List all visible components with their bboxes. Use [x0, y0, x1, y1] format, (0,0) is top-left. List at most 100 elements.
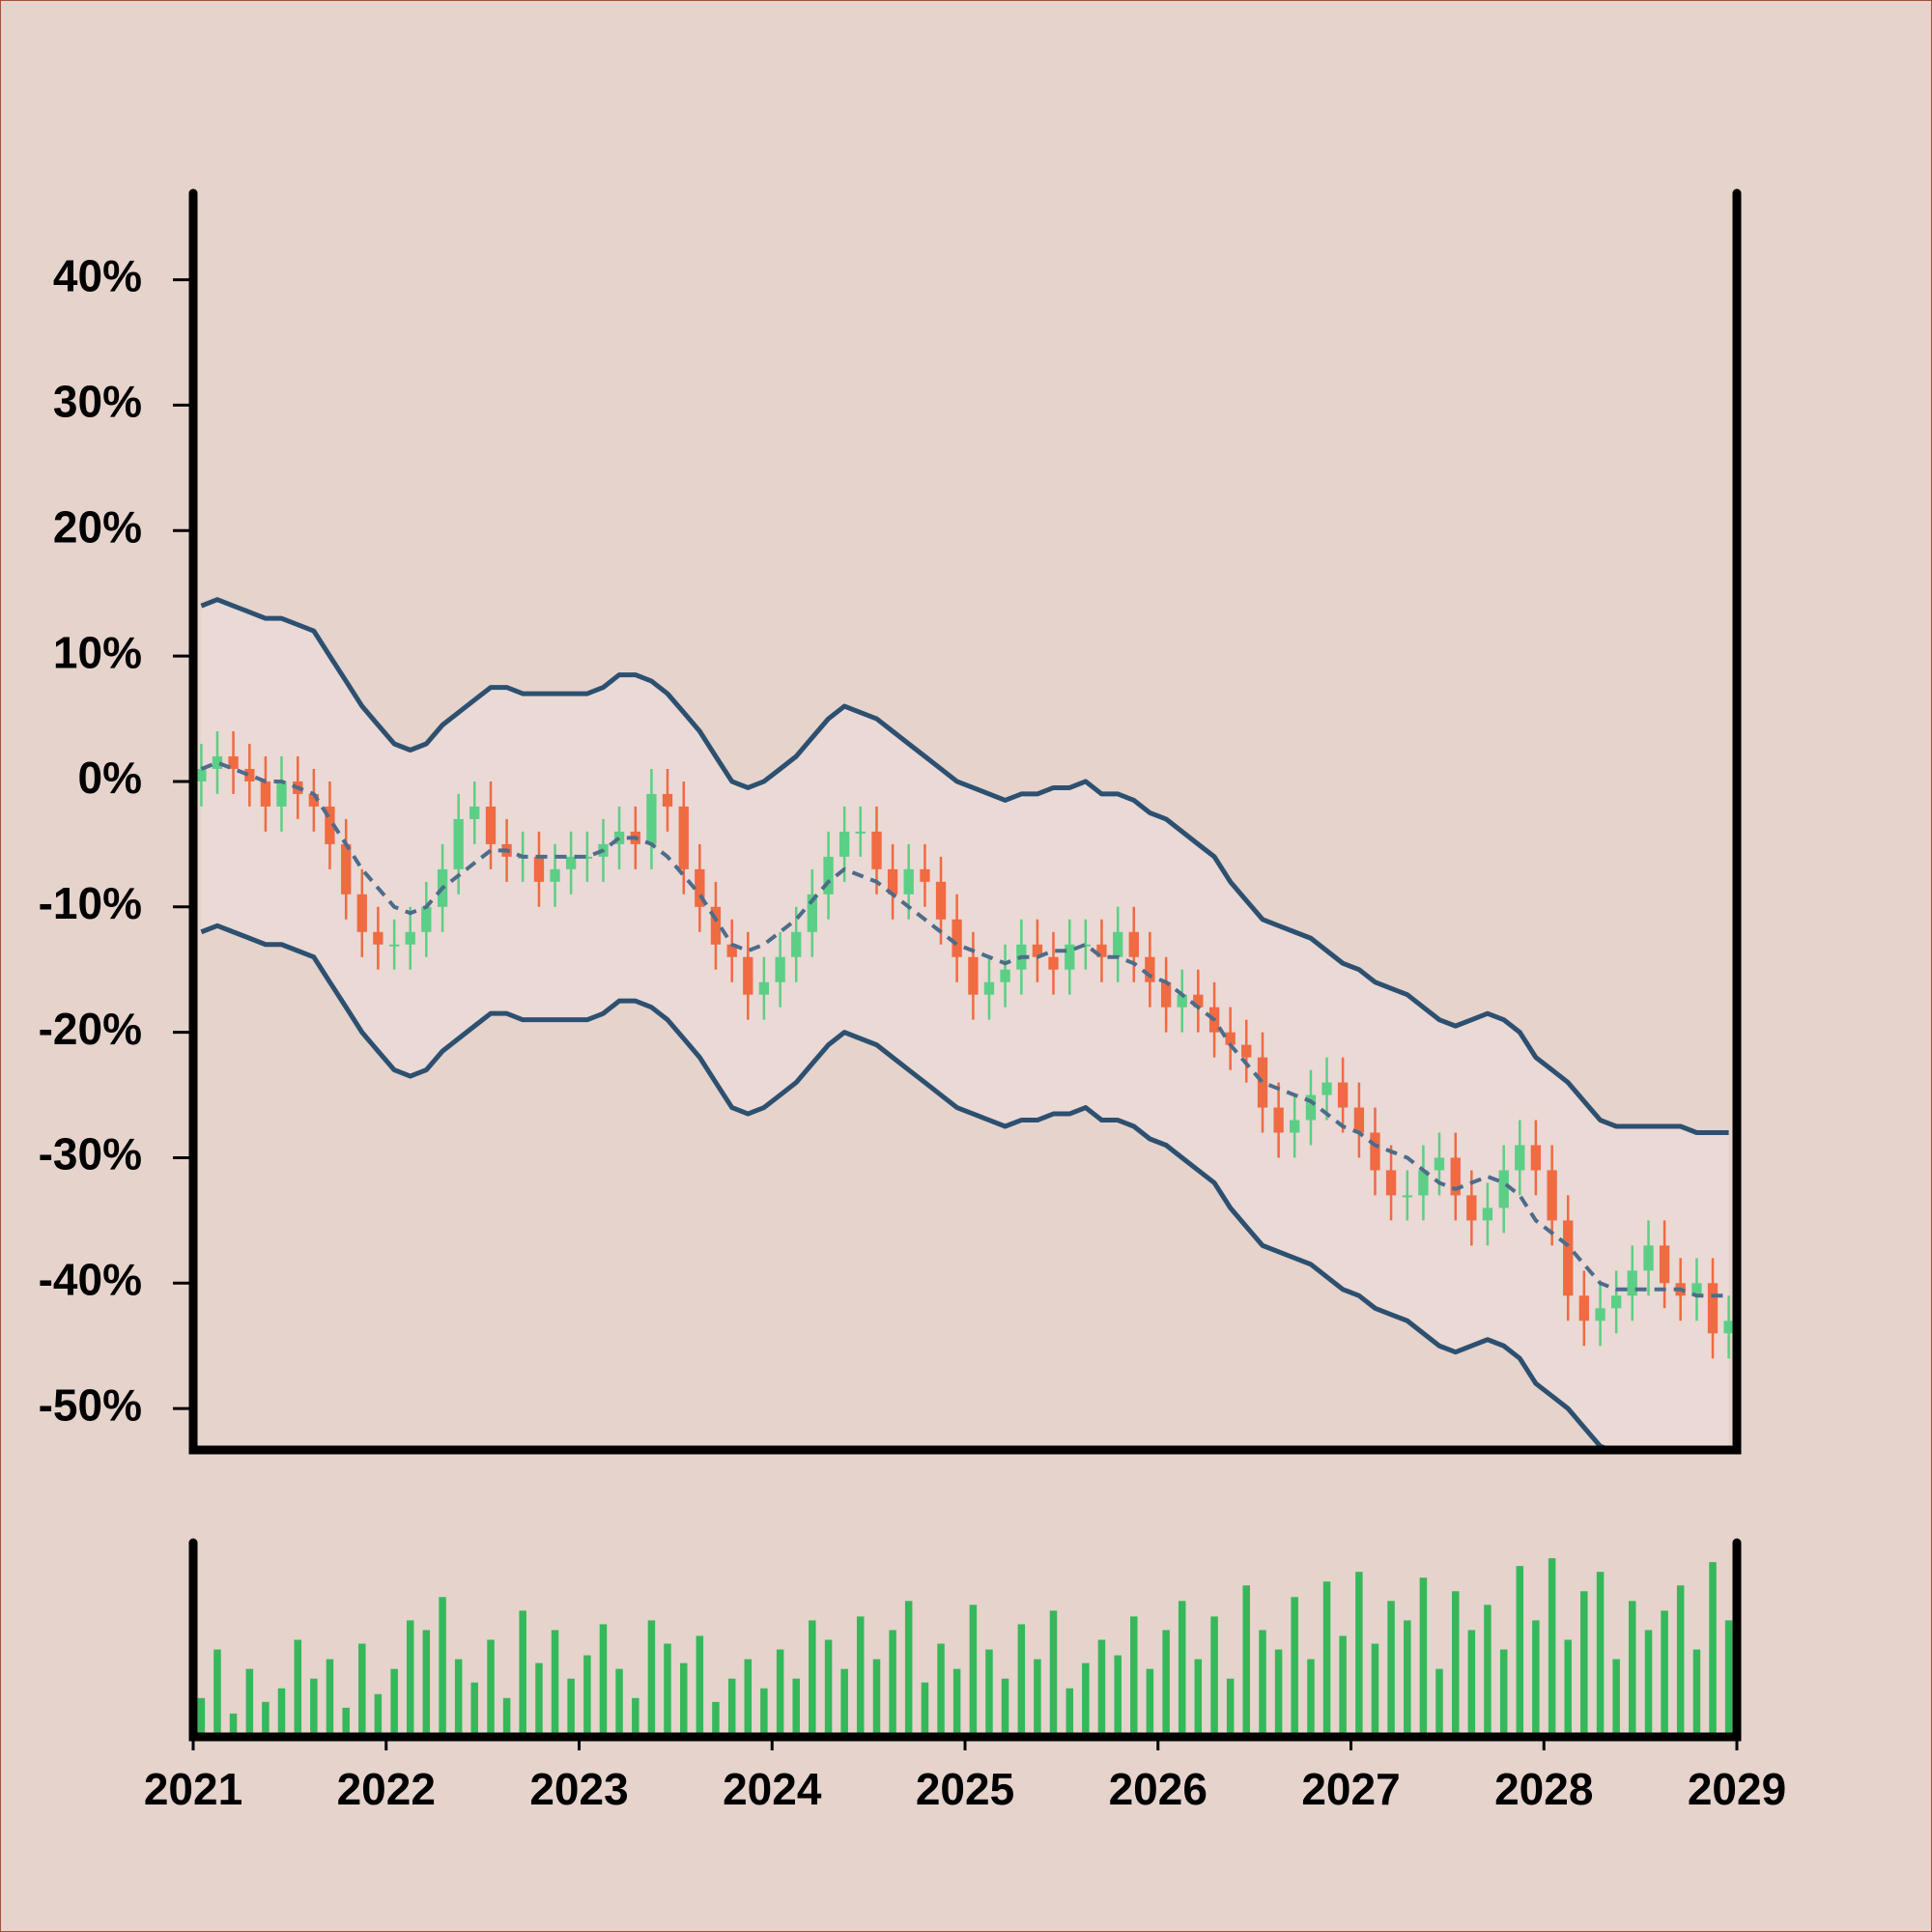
- y-tick-label: -40%: [39, 1254, 142, 1304]
- volume-bar: [229, 1713, 238, 1737]
- candle-body: [1578, 1295, 1589, 1321]
- candle-body: [935, 881, 947, 920]
- y-tick-label: -20%: [39, 1004, 142, 1054]
- candle-body: [1160, 981, 1172, 1008]
- middle-band: [200, 760, 1729, 1298]
- lower-band: [200, 923, 1617, 1450]
- volume-bar: [1692, 1649, 1701, 1737]
- volume-bar: [1114, 1655, 1122, 1737]
- volume-bar: [294, 1639, 302, 1737]
- volume-bar: [1564, 1639, 1572, 1737]
- candle-body: [1241, 1044, 1252, 1058]
- volume-bar: [840, 1668, 848, 1737]
- volume-bar: [1226, 1678, 1235, 1737]
- volume-bar: [1274, 1649, 1283, 1737]
- candle-body: [1065, 944, 1075, 970]
- candle-body: [695, 868, 705, 907]
- volume-bar: [696, 1635, 704, 1737]
- volume-bar: [1371, 1643, 1379, 1737]
- candle-body: [485, 806, 497, 844]
- volume-bar: [969, 1605, 978, 1737]
- volume-bar: [664, 1643, 671, 1737]
- candle-body: [1482, 1208, 1493, 1221]
- candle-body: [1096, 944, 1107, 957]
- candle-body: [1353, 1107, 1365, 1133]
- volume-bar: [889, 1630, 896, 1737]
- candle-body: [807, 894, 817, 932]
- candle-body: [421, 906, 432, 932]
- candle-body: [726, 944, 737, 957]
- volume-bar: [1499, 1649, 1508, 1737]
- volume-bar: [1339, 1635, 1347, 1737]
- volume-bar: [439, 1597, 446, 1737]
- volume-bar: [1322, 1581, 1331, 1737]
- candle-body: [1530, 1145, 1542, 1171]
- candle-body: [1466, 1195, 1477, 1221]
- volume-bar: [1242, 1585, 1250, 1737]
- candle-body: [1113, 931, 1123, 957]
- volume-bar: [551, 1630, 559, 1737]
- candle-body: [1385, 1170, 1397, 1196]
- candle-body: [325, 806, 335, 844]
- y-tick-label: 0%: [78, 753, 142, 803]
- volume-bar: [1097, 1639, 1106, 1737]
- candle-body: [1595, 1308, 1605, 1321]
- volume-layer: [197, 1558, 1733, 1737]
- volume-bar: [921, 1682, 929, 1737]
- volume-bar: [937, 1643, 945, 1737]
- candle-body: [871, 831, 882, 869]
- y-tick-label: -10%: [39, 878, 142, 928]
- candle-body: [1145, 956, 1155, 982]
- x-tick-label: 2029: [1688, 1764, 1786, 1814]
- upper-band: [200, 597, 1729, 1135]
- candle-body: [453, 818, 464, 869]
- candle-body: [1080, 944, 1092, 947]
- volume-bar: [1628, 1601, 1636, 1737]
- candle-body: [212, 755, 223, 769]
- candle-body: [1402, 1195, 1412, 1198]
- volume-bar: [197, 1697, 206, 1737]
- volume-bar: [985, 1649, 993, 1737]
- candle-body: [1643, 1245, 1654, 1271]
- candle-body: [565, 856, 577, 869]
- volume-bar: [1484, 1605, 1492, 1737]
- candle-body: [1128, 931, 1139, 957]
- candle-body: [228, 755, 239, 769]
- candle-body: [662, 793, 673, 807]
- volume-bar: [342, 1707, 350, 1737]
- candle-body: [1498, 1170, 1509, 1208]
- volume-bar: [1355, 1572, 1363, 1737]
- volume-bar: [647, 1620, 656, 1737]
- volume-bar: [583, 1655, 591, 1737]
- candle-body: [373, 931, 384, 945]
- x-tick-label: 2028: [1494, 1764, 1593, 1814]
- volume-bar: [680, 1662, 688, 1737]
- volume-bar: [1017, 1624, 1026, 1737]
- candle-body: [1515, 1145, 1525, 1171]
- candle-body: [838, 831, 850, 857]
- volume-bar: [358, 1643, 366, 1737]
- volume-bar: [952, 1668, 961, 1737]
- volume-bar: [1130, 1616, 1138, 1737]
- volume-bar: [1034, 1659, 1041, 1737]
- volume-bar: [1404, 1620, 1411, 1737]
- y-tick-label: 20%: [53, 501, 142, 552]
- candle-body: [469, 806, 480, 819]
- volume-bar: [1387, 1601, 1395, 1737]
- volume-bar: [422, 1630, 431, 1737]
- candle-body: [1450, 1157, 1461, 1196]
- volume-bar: [1291, 1597, 1298, 1737]
- candle-body: [952, 919, 962, 957]
- y-tick-label: 40%: [53, 251, 142, 301]
- volume-bar: [487, 1639, 495, 1737]
- x-tick-label: 2024: [723, 1764, 822, 1814]
- y-tick-label: -30%: [39, 1129, 142, 1179]
- volume-bar: [856, 1616, 865, 1737]
- volume-bar: [519, 1610, 526, 1737]
- candle-body: [276, 781, 287, 807]
- candle-body: [1418, 1170, 1429, 1196]
- candle-body: [855, 831, 866, 834]
- candle-body: [1610, 1295, 1622, 1309]
- candle-body: [710, 906, 722, 945]
